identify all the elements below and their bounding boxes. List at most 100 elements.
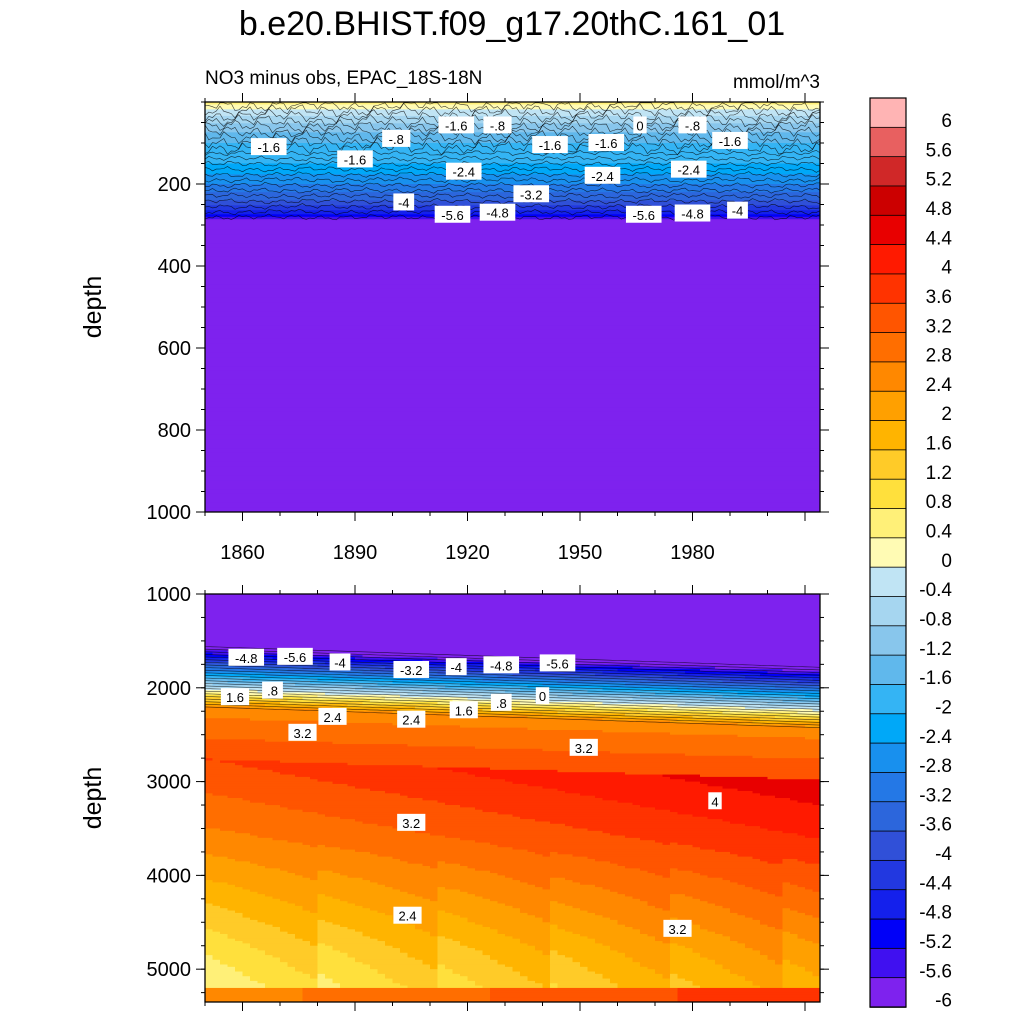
fill-cell: [310, 715, 319, 719]
fill-cell: [205, 805, 214, 808]
fill-cell: [235, 633, 244, 637]
fill-band: [205, 459, 820, 461]
fill-cell: [347, 795, 356, 799]
fill-cell: [340, 734, 349, 738]
fill-cell: [332, 931, 341, 935]
fill-cell: [220, 732, 229, 736]
fill-cell: [280, 844, 289, 848]
fill-cell: [242, 828, 251, 832]
fill-cell: [310, 922, 319, 926]
fill-band: [205, 507, 820, 510]
fill-cell: [310, 905, 319, 909]
fill-cell: [257, 631, 266, 635]
fill-band: [205, 143, 820, 145]
fill-band: [205, 339, 820, 342]
fill-cell: [340, 802, 349, 806]
fill-cell: [227, 725, 236, 729]
fill-cell: [310, 652, 319, 656]
fill-cell: [287, 643, 296, 647]
fill-cell: [310, 950, 319, 954]
fill-cell: [257, 901, 266, 905]
fill-cell: [332, 908, 341, 912]
fill-cell: [227, 643, 236, 647]
fill-cell: [317, 889, 326, 893]
fill-cell: [332, 802, 341, 806]
fill-cell: [220, 821, 229, 825]
fill-cell: [347, 955, 356, 959]
fill-cell: [302, 934, 311, 937]
fill-cell: [212, 976, 221, 980]
fill-cell: [220, 772, 229, 776]
fill-cell: [235, 596, 244, 600]
fill-band: [205, 468, 820, 470]
fill-band: [205, 351, 820, 353]
fill-cell: [287, 938, 296, 942]
fill-band: [205, 156, 820, 159]
fill-cell: [295, 821, 304, 825]
fill-cell: [250, 912, 259, 916]
fill-cell: [235, 858, 244, 862]
fill-cell: [347, 608, 356, 612]
fill-cell: [242, 816, 251, 820]
fill-cell: [242, 790, 251, 794]
fill-cell: [302, 903, 311, 907]
fill-cell: [257, 739, 266, 743]
fill-band: [205, 275, 820, 277]
fill-cell: [355, 828, 364, 832]
fill-cell: [220, 598, 229, 602]
fill-cell: [235, 952, 244, 956]
fill-cell: [205, 915, 214, 919]
fill-cell: [227, 851, 236, 855]
fill-cell: [287, 823, 296, 827]
fill-cell: [235, 739, 244, 743]
fill-cell: [220, 788, 229, 792]
fill-cell: [317, 788, 326, 792]
fill-cell: [295, 856, 304, 860]
fill-cell: [265, 650, 274, 654]
fill-band: [205, 149, 820, 151]
fill-cell: [205, 971, 214, 975]
fill-cell: [257, 788, 266, 792]
fill-cell: [272, 873, 281, 876]
fill-cell: [287, 992, 296, 996]
fill-cell: [310, 821, 319, 825]
fill-cell: [220, 612, 229, 616]
fill-band: [205, 484, 820, 486]
fill-cell: [280, 936, 289, 940]
fill-cell: [212, 615, 221, 619]
fill-cell: [295, 753, 304, 757]
fill-cell: [242, 912, 251, 916]
fill-band: [205, 253, 820, 256]
fill-cell: [332, 697, 341, 701]
fill-cell: [242, 842, 251, 846]
fill-cell: [220, 955, 229, 959]
fill-cell: [310, 739, 319, 743]
fill-cell: [235, 727, 244, 731]
fill-cell: [302, 680, 311, 684]
fill-cell: [250, 744, 259, 748]
fill-cell: [265, 662, 274, 665]
fill-cell: [257, 741, 266, 745]
fill-cell: [295, 704, 304, 708]
fill-cell: [242, 833, 251, 837]
fill-cell: [302, 856, 311, 860]
fill-cell: [205, 776, 214, 780]
fill-cell: [220, 819, 229, 823]
fill-band: [205, 185, 820, 188]
fill-cell: [220, 760, 229, 764]
fill-cell: [347, 751, 356, 755]
fill-cell: [317, 765, 326, 769]
fill-cell: [347, 685, 356, 689]
fill-cell: [317, 783, 326, 787]
fill-cell: [242, 776, 251, 780]
fill-cell: [302, 912, 311, 916]
fill-cell: [257, 971, 266, 975]
fill-cell: [310, 994, 319, 998]
fill-cell: [302, 971, 311, 975]
fill-cell: [235, 720, 244, 724]
fill-cell: [325, 596, 334, 600]
fill-band: [205, 404, 820, 406]
x-tick-label: 1980: [670, 542, 715, 564]
fill-cell: [310, 758, 319, 762]
fill-cell: [250, 706, 259, 710]
